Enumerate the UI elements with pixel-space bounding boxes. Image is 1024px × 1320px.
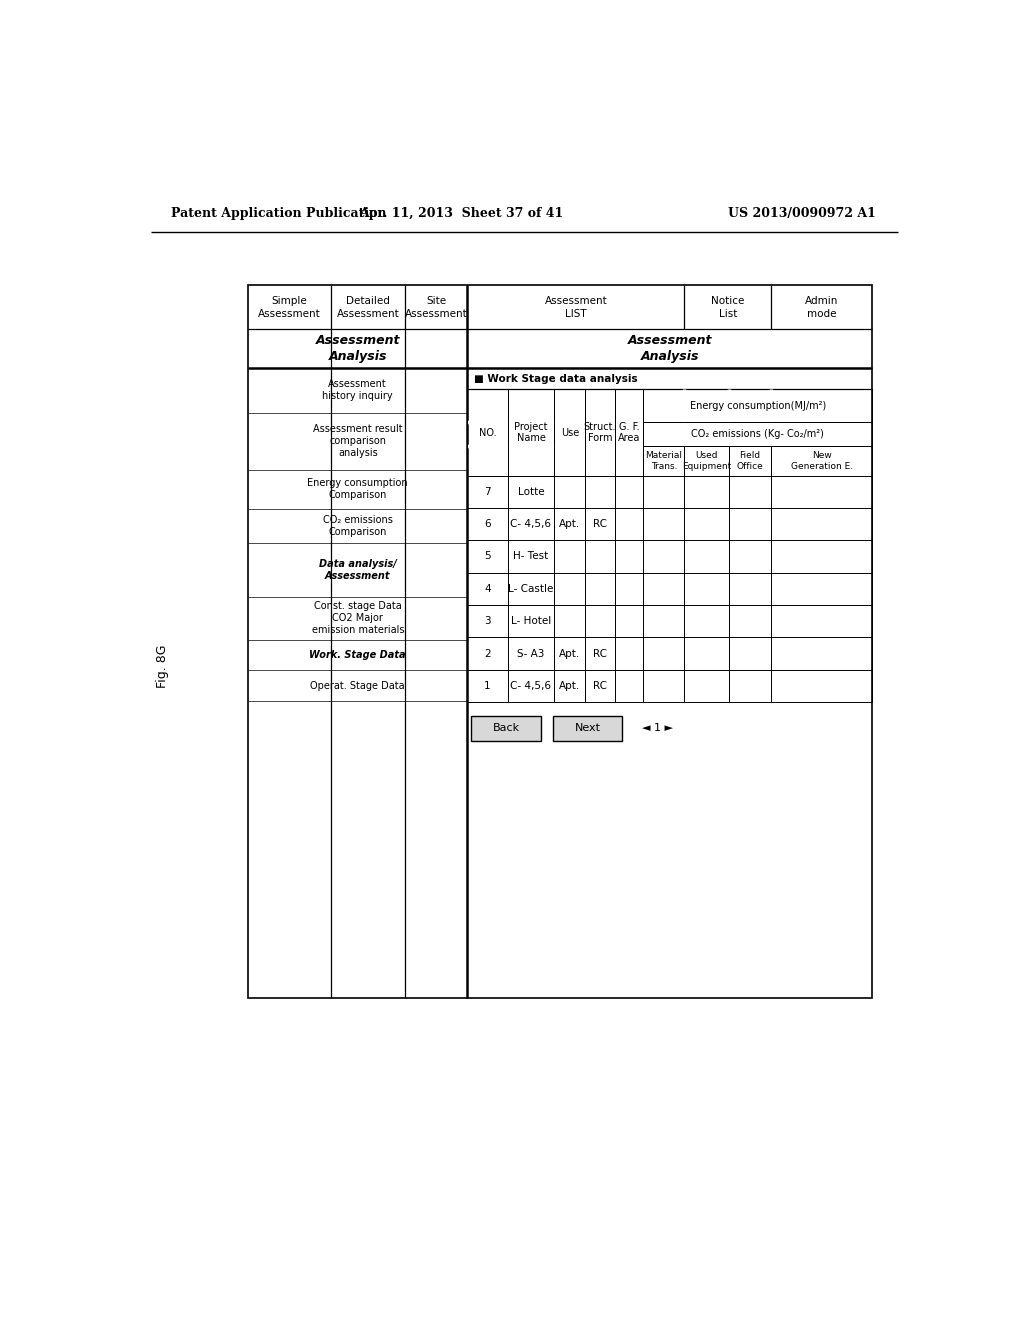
Text: G. F.
Area: G. F. Area [617, 421, 640, 444]
Text: RC: RC [593, 648, 607, 659]
Bar [248, 285, 872, 998]
Text: Energy consumption
Comparison: Energy consumption Comparison [307, 479, 409, 500]
Text: 6: 6 [484, 519, 490, 529]
Text: Lotte: Lotte [518, 487, 545, 496]
Text: Field
Office: Field Office [736, 451, 763, 471]
Text: 7: 7 [484, 487, 490, 496]
Text: Patent Application Publication: Patent Application Publication [171, 207, 386, 220]
Text: Back: Back [493, 723, 520, 733]
Text: Material
Trans.: Material Trans. [645, 451, 682, 471]
Text: Assessment
Analysis: Assessment Analysis [628, 334, 712, 363]
Text: Assessment
LIST: Assessment LIST [545, 296, 607, 319]
Text: Energy consumption(MJ/m²): Energy consumption(MJ/m²) [689, 400, 825, 411]
Bar [471, 715, 541, 741]
Text: Apt.: Apt. [559, 681, 581, 690]
Text: L- Hotel: L- Hotel [511, 616, 551, 626]
Text: Notice
List: Notice List [711, 296, 744, 319]
Text: S- A3: S- A3 [517, 648, 545, 659]
Text: Project
Name: Project Name [514, 421, 548, 444]
Text: 3: 3 [484, 616, 490, 626]
Text: Fig. 8G: Fig. 8G [157, 645, 169, 688]
Text: RC: RC [593, 519, 607, 529]
Text: CO₂ emissions
Comparison: CO₂ emissions Comparison [323, 515, 393, 537]
Text: CO₂ emissions (Kg- Co₂/m²): CO₂ emissions (Kg- Co₂/m²) [691, 429, 824, 440]
Text: C- 4,5,6: C- 4,5,6 [511, 519, 552, 529]
Text: Next: Next [574, 723, 600, 733]
Text: 1: 1 [484, 681, 490, 690]
Text: 2: 2 [484, 648, 490, 659]
Text: H- Test: H- Test [513, 552, 549, 561]
Text: ■ Work Stage data analysis: ■ Work Stage data analysis [474, 374, 637, 384]
Text: L- Castle: L- Castle [508, 583, 554, 594]
Text: New
Generation E.: New Generation E. [791, 451, 853, 471]
Text: Assessment result
comparison
analysis: Assessment result comparison analysis [313, 424, 402, 458]
Text: Apr. 11, 2013  Sheet 37 of 41: Apr. 11, 2013 Sheet 37 of 41 [359, 207, 563, 220]
Text: Apt.: Apt. [559, 648, 581, 659]
Text: Apt.: Apt. [559, 519, 581, 529]
Text: US 2013/0090972 A1: US 2013/0090972 A1 [728, 207, 877, 220]
Text: 5: 5 [484, 552, 490, 561]
Text: 4: 4 [484, 583, 490, 594]
Bar [553, 715, 623, 741]
Text: NO.: NO. [479, 428, 497, 437]
Text: Assessment
Analysis: Assessment Analysis [315, 334, 400, 363]
Text: Operat. Stage Data: Operat. Stage Data [310, 681, 406, 690]
Text: Work. Stage Data: Work. Stage Data [309, 649, 407, 660]
Text: Admin
mode: Admin mode [805, 296, 839, 319]
Text: ◄ 1 ►: ◄ 1 ► [642, 723, 673, 733]
Text: Assessment
history inquiry: Assessment history inquiry [323, 379, 393, 401]
Text: Data analysis/
Assessment: Data analysis/ Assessment [318, 560, 396, 581]
Text: Simple
Assessment: Simple Assessment [258, 296, 321, 319]
Text: Site
Assessment: Site Assessment [406, 296, 468, 319]
Text: RC: RC [593, 681, 607, 690]
Text: Struct.
Form: Struct. Form [584, 421, 616, 444]
Text: C- 4,5,6: C- 4,5,6 [511, 681, 552, 690]
Text: Detailed
Assessment: Detailed Assessment [337, 296, 399, 319]
Text: Used
Equipment: Used Equipment [682, 451, 731, 471]
Text: Const. stage Data
CO2 Major
emission materials: Const. stage Data CO2 Major emission mat… [311, 602, 404, 635]
Text: Use: Use [560, 428, 579, 437]
